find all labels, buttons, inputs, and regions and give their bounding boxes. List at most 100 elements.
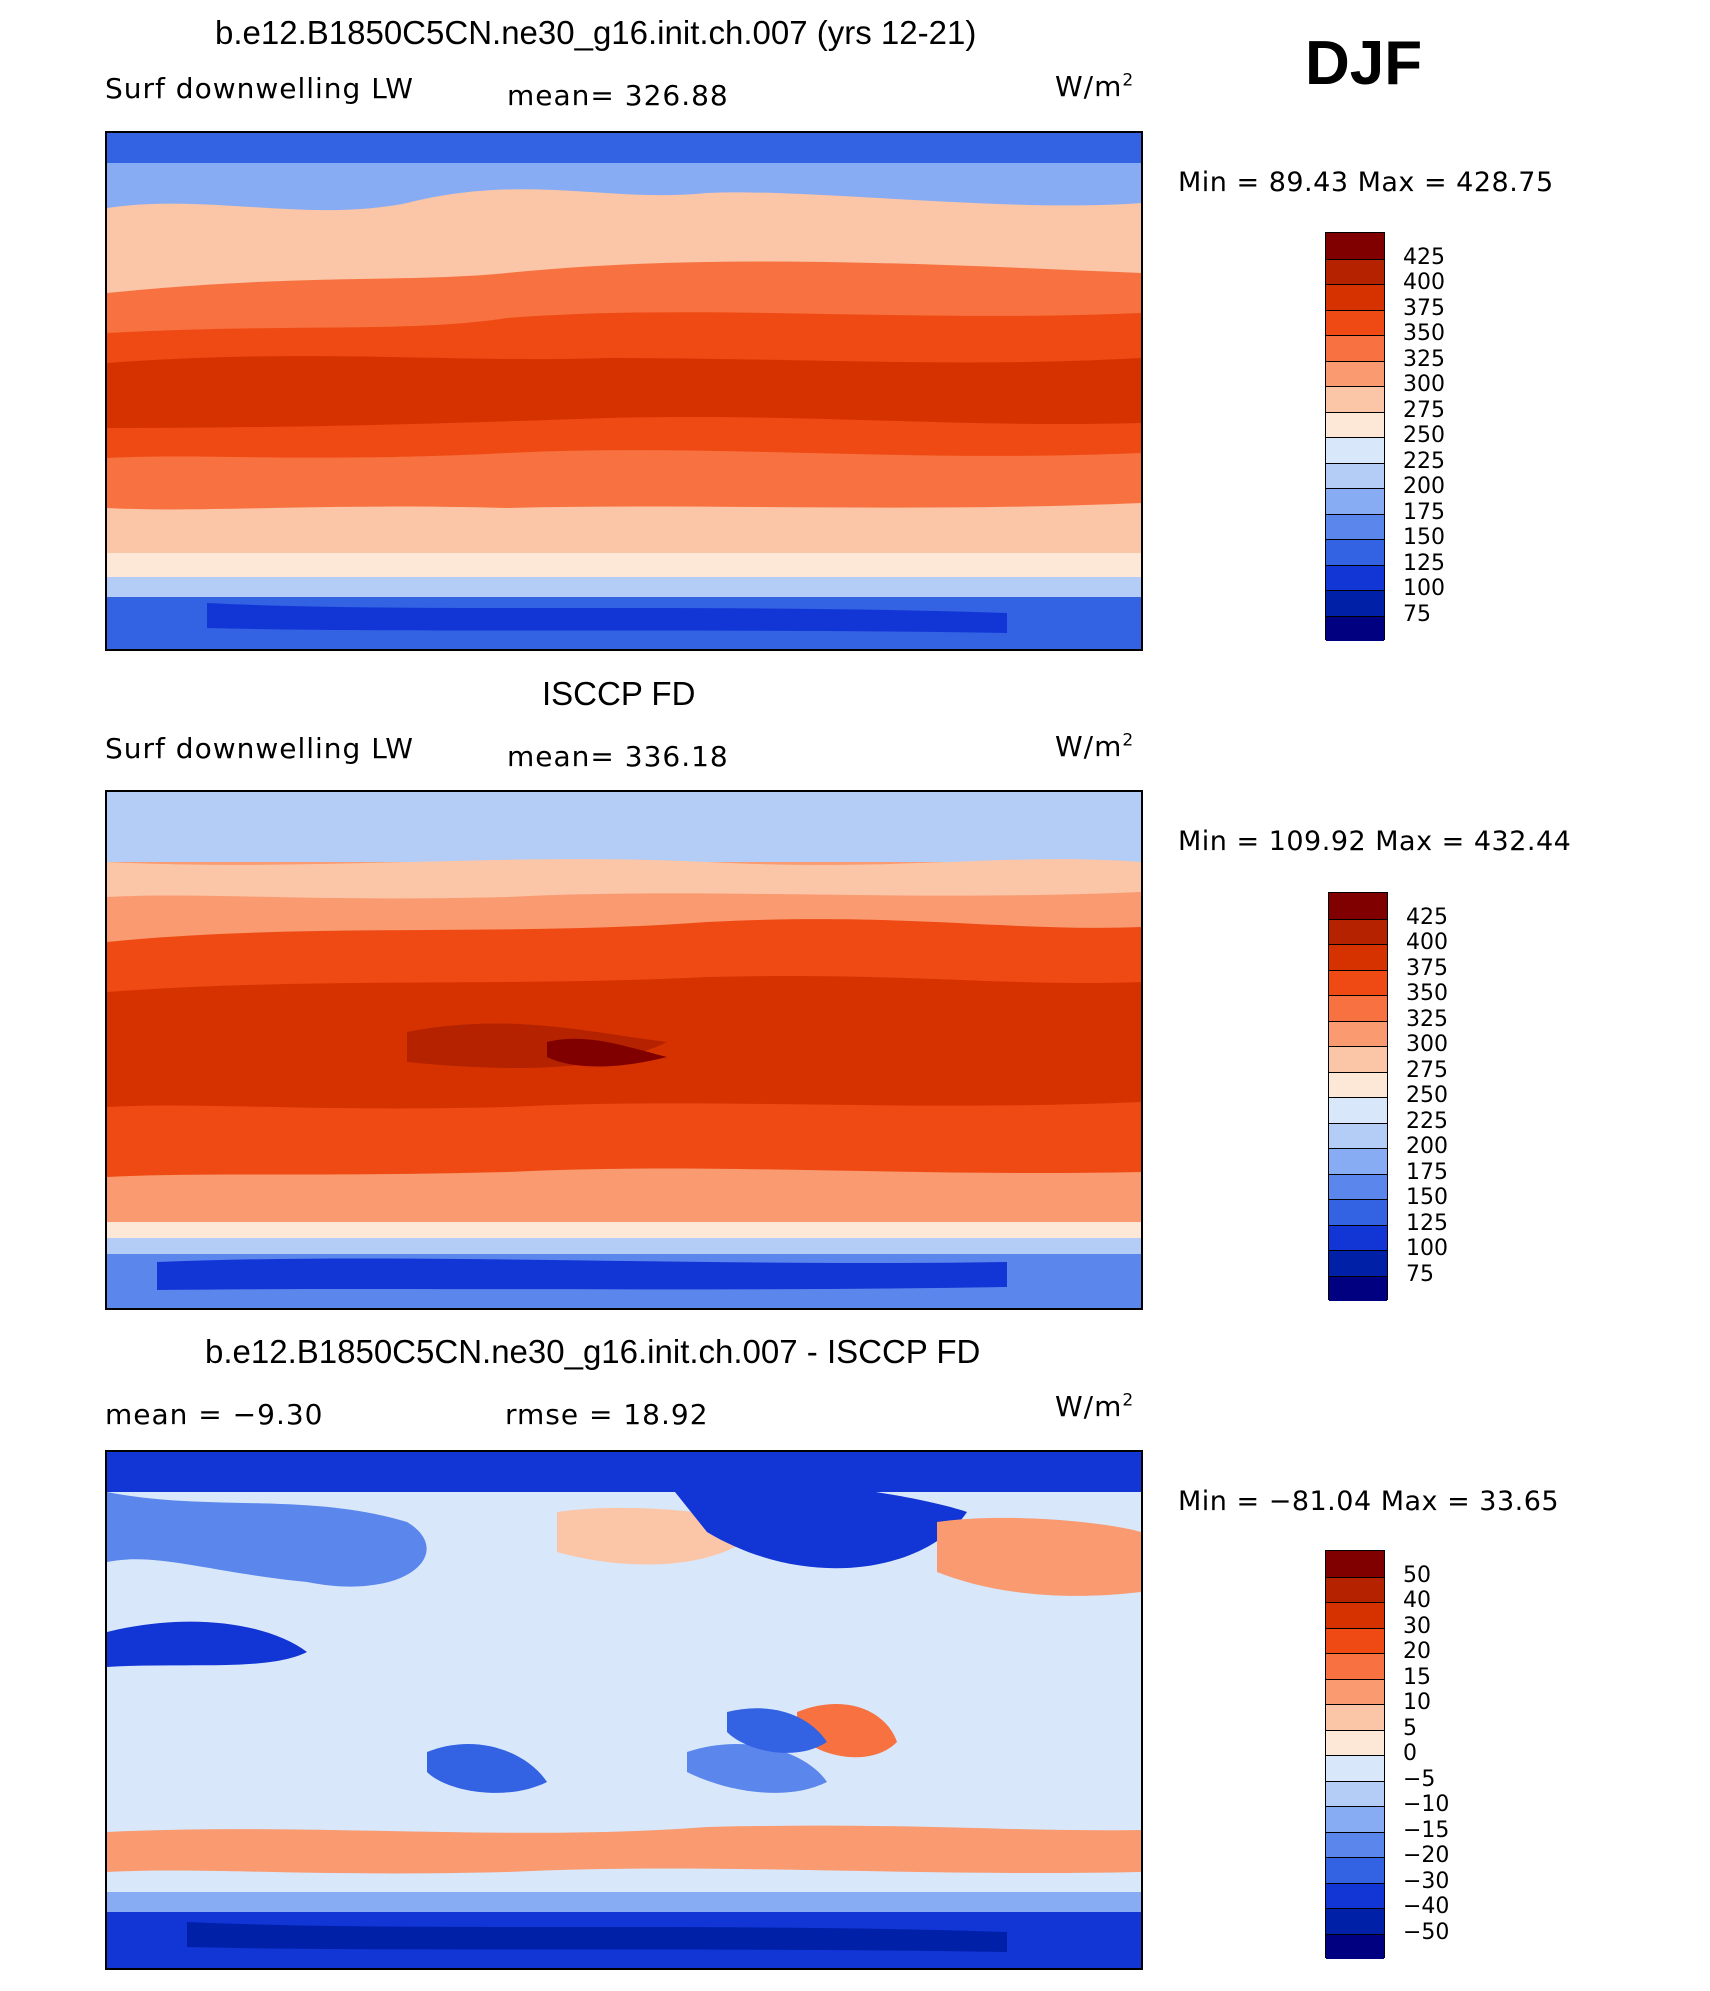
- colorbar-segment: [1329, 918, 1387, 944]
- colorbar-tick-label: 425: [1403, 244, 1445, 270]
- colorbar-segment: [1326, 615, 1384, 641]
- colorbar-segment: [1329, 1071, 1387, 1097]
- colorbar-segment: [1329, 1046, 1387, 1072]
- colorbar-tick-label: 250: [1406, 1083, 1448, 1108]
- colorbar-tick-label: 200: [1406, 1134, 1448, 1159]
- colorbar-tick-label: −30: [1403, 1868, 1450, 1894]
- colorbar-segment: [1326, 1602, 1384, 1628]
- colorbar-tick-label: 400: [1403, 270, 1445, 295]
- colorbar-tick-label: 225: [1406, 1108, 1448, 1134]
- colorbar-tick-label: 5: [1403, 1715, 1417, 1741]
- panel-2-title: ISCCP FD: [542, 675, 696, 712]
- panel-1-variable-label: Surf downwelling LW: [105, 72, 414, 105]
- colorbar-segment: [1326, 539, 1384, 565]
- colorbar-tick-label: −20: [1403, 1843, 1450, 1868]
- colorbar-tick-label: 50: [1403, 1562, 1431, 1588]
- panel-2-map: [105, 790, 1143, 1310]
- colorbar-segment: [1329, 1275, 1387, 1301]
- panel-3-minmax: Min = −81.04 Max = 33.65: [1178, 1486, 1560, 1517]
- colorbar-tick-label: −10: [1403, 1792, 1450, 1817]
- colorbar-segment: [1326, 513, 1384, 539]
- colorbar-tick-label: 350: [1406, 981, 1448, 1006]
- panel-2-minmax: Min = 109.92 Max = 432.44: [1178, 826, 1572, 857]
- colorbar-segment: [1329, 1122, 1387, 1148]
- colorbar-tick-label: 275: [1403, 397, 1445, 423]
- colorbar-tick-label: 425: [1406, 904, 1448, 930]
- colorbar-tick-label: 250: [1403, 423, 1445, 448]
- colorbar-tick-label: 375: [1406, 955, 1448, 981]
- colorbar-segment: [1329, 893, 1387, 919]
- colorbar-segment: [1326, 284, 1384, 310]
- colorbar-segment: [1329, 1097, 1387, 1123]
- colorbar-tick-label: −50: [1403, 1919, 1450, 1945]
- colorbar-segment: [1329, 1173, 1387, 1199]
- colorbar-segment: [1329, 944, 1387, 970]
- colorbar-segment: [1326, 233, 1384, 259]
- panel-3-mean: mean = −9.30: [105, 1398, 324, 1431]
- panel-2-variable-label: Surf downwelling LW: [105, 732, 414, 765]
- colorbar-tick-label: 325: [1403, 346, 1445, 372]
- colorbar-segment: [1326, 1780, 1384, 1806]
- colorbar-tick-label: 175: [1403, 499, 1445, 525]
- colorbar-tick-label: 20: [1403, 1639, 1431, 1664]
- colorbar-segment: [1326, 462, 1384, 488]
- colorbar-segment: [1326, 1857, 1384, 1883]
- panel-1-mean: mean= 326.88: [507, 79, 729, 112]
- colorbar-segment: [1326, 1933, 1384, 1959]
- colorbar-tick-label: 15: [1403, 1664, 1431, 1690]
- colorbar-tick-label: 40: [1403, 1588, 1431, 1613]
- season-label: DJF: [1305, 29, 1423, 98]
- colorbar-tick-label: 375: [1403, 295, 1445, 321]
- colorbar-segment: [1329, 1020, 1387, 1046]
- panel-1-map: [105, 131, 1143, 651]
- colorbar-segment: [1326, 411, 1384, 437]
- colorbar-tick-label: 75: [1403, 601, 1431, 627]
- colorbar-segment: [1329, 1199, 1387, 1225]
- colorbar-tick-label: 300: [1403, 372, 1445, 397]
- colorbar-tick-label: 175: [1406, 1159, 1448, 1185]
- colorbar-segment: [1329, 969, 1387, 995]
- colorbar-segment: [1326, 1627, 1384, 1653]
- colorbar-segment: [1326, 1704, 1384, 1730]
- colorbar-segment: [1326, 590, 1384, 616]
- colorbar-tick-label: 100: [1403, 576, 1445, 601]
- panel-1-title: b.e12.B1850C5CN.ne30_g16.init.ch.007 (yr…: [215, 14, 977, 51]
- colorbar-tick-label: 125: [1406, 1210, 1448, 1236]
- panel-2-mean: mean= 336.18: [507, 740, 729, 773]
- colorbar-segment: [1326, 1551, 1384, 1577]
- colorbar-segment: [1326, 564, 1384, 590]
- colorbar-segment: [1326, 1908, 1384, 1934]
- colorbar-segment: [1326, 335, 1384, 361]
- colorbar-tick-label: 100: [1406, 1236, 1448, 1261]
- panel-1-minmax: Min = 89.43 Max = 428.75: [1178, 167, 1554, 198]
- colorbar-segment: [1326, 309, 1384, 335]
- colorbar-segment: [1329, 1224, 1387, 1250]
- panel-1-colorbar: [1325, 232, 1385, 641]
- colorbar-tick-label: 150: [1406, 1185, 1448, 1210]
- colorbar-segment: [1326, 1653, 1384, 1679]
- colorbar-segment: [1329, 1148, 1387, 1174]
- panel-1-unit: W/m2: [1055, 70, 1135, 103]
- colorbar-tick-label: 325: [1406, 1006, 1448, 1032]
- colorbar-tick-label: 350: [1403, 321, 1445, 346]
- colorbar-segment: [1326, 360, 1384, 386]
- colorbar-segment: [1326, 258, 1384, 284]
- colorbar-tick-label: 200: [1403, 474, 1445, 499]
- colorbar-segment: [1326, 1576, 1384, 1602]
- colorbar-segment: [1326, 1729, 1384, 1755]
- colorbar-tick-label: 275: [1406, 1057, 1448, 1083]
- colorbar-tick-label: 125: [1403, 550, 1445, 576]
- panel-3-rmse: rmse = 18.92: [505, 1398, 709, 1431]
- panel-3-map: [105, 1450, 1143, 1970]
- colorbar-tick-label: 400: [1406, 930, 1448, 955]
- colorbar-segment: [1326, 488, 1384, 514]
- colorbar-segment: [1329, 995, 1387, 1021]
- colorbar-tick-label: −15: [1403, 1817, 1450, 1843]
- colorbar-segment: [1329, 1250, 1387, 1276]
- colorbar-segment: [1326, 1882, 1384, 1908]
- panel-3-colorbar: [1325, 1550, 1385, 1959]
- colorbar-tick-label: −5: [1403, 1766, 1436, 1792]
- colorbar-tick-label: −40: [1403, 1894, 1450, 1919]
- panel-2-colorbar: [1328, 892, 1388, 1301]
- colorbar-tick-label: 300: [1406, 1032, 1448, 1057]
